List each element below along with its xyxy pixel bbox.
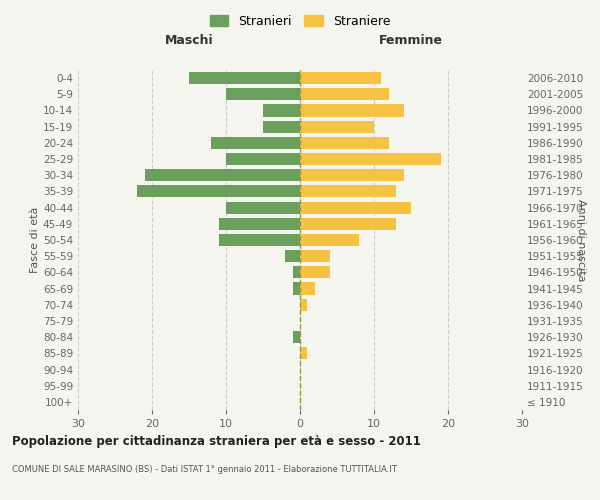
Bar <box>226 88 300 101</box>
Bar <box>300 186 396 198</box>
Bar <box>300 137 389 149</box>
Bar <box>300 234 359 246</box>
Bar <box>300 348 307 360</box>
Bar <box>263 120 300 132</box>
Legend: Stranieri, Straniere: Stranieri, Straniere <box>206 11 394 32</box>
Bar <box>137 186 300 198</box>
Bar <box>285 250 300 262</box>
Text: COMUNE DI SALE MARASINO (BS) - Dati ISTAT 1° gennaio 2011 - Elaborazione TUTTITA: COMUNE DI SALE MARASINO (BS) - Dati ISTA… <box>12 465 397 474</box>
Bar <box>300 72 382 84</box>
Bar <box>226 202 300 213</box>
Bar <box>300 250 329 262</box>
Bar <box>300 266 329 278</box>
Bar <box>300 282 315 294</box>
Bar <box>293 282 300 294</box>
Text: Popolazione per cittadinanza straniera per età e sesso - 2011: Popolazione per cittadinanza straniera p… <box>12 435 421 448</box>
Bar <box>300 202 411 213</box>
Text: Femmine: Femmine <box>379 34 443 48</box>
Bar <box>293 331 300 343</box>
Bar <box>145 169 300 181</box>
Bar <box>226 153 300 165</box>
Bar <box>300 153 440 165</box>
Bar <box>263 104 300 117</box>
Y-axis label: Fasce di età: Fasce di età <box>30 207 40 273</box>
Bar <box>300 120 374 132</box>
Bar <box>218 218 300 230</box>
Bar <box>189 72 300 84</box>
Bar <box>218 234 300 246</box>
Bar <box>293 266 300 278</box>
Text: Maschi: Maschi <box>164 34 214 48</box>
Bar <box>300 169 404 181</box>
Bar <box>211 137 300 149</box>
Bar <box>300 298 307 311</box>
Bar <box>300 104 404 117</box>
Bar <box>300 88 389 101</box>
Bar <box>300 218 396 230</box>
Y-axis label: Anni di nascita: Anni di nascita <box>577 198 586 281</box>
